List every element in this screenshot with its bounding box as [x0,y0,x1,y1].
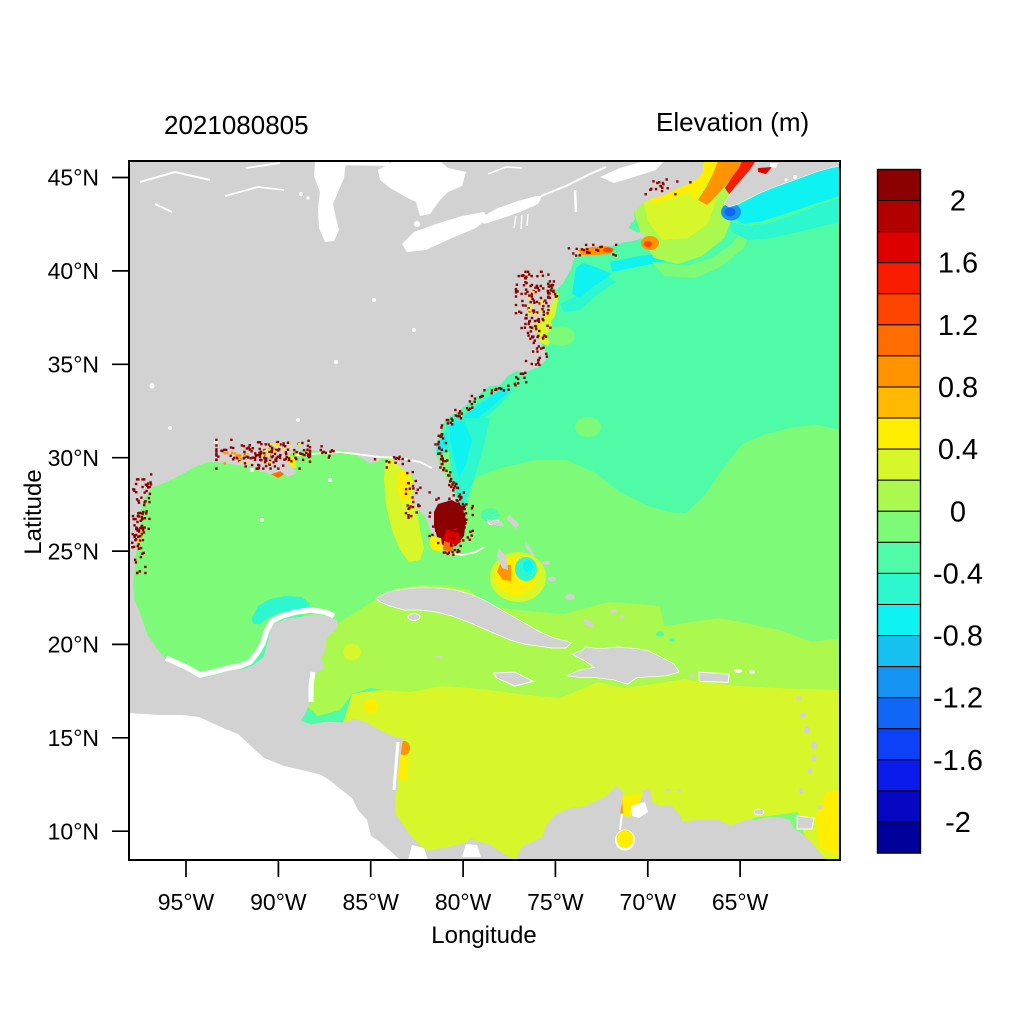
svg-text:25°N: 25°N [48,538,99,564]
svg-text:1.2: 1.2 [938,310,978,342]
svg-text:-1.6: -1.6 [933,745,983,777]
svg-text:-0.8: -0.8 [933,621,983,653]
svg-text:65°W: 65°W [712,889,769,915]
svg-text:Elevation (m): Elevation (m) [656,107,809,137]
svg-text:30°N: 30°N [48,445,99,471]
svg-text:Longitude: Longitude [431,922,536,949]
svg-text:0.4: 0.4 [938,434,978,466]
svg-text:15°N: 15°N [48,725,99,751]
svg-text:10°N: 10°N [48,818,99,844]
svg-text:40°N: 40°N [48,258,99,284]
svg-text:20°N: 20°N [48,632,99,658]
svg-text:-1.2: -1.2 [933,683,983,715]
svg-text:2: 2 [950,186,966,218]
svg-text:Latitude: Latitude [20,469,47,554]
svg-text:95°W: 95°W [158,889,215,915]
svg-text:0: 0 [950,496,966,528]
svg-text:80°W: 80°W [435,889,492,915]
svg-text:0.8: 0.8 [938,372,978,404]
svg-text:35°N: 35°N [48,352,99,378]
svg-text:85°W: 85°W [342,889,399,915]
svg-text:70°W: 70°W [620,889,677,915]
svg-text:1.6: 1.6 [938,248,978,280]
svg-text:-0.4: -0.4 [933,558,983,590]
svg-text:75°W: 75°W [527,889,584,915]
svg-text:2021080805: 2021080805 [164,110,309,140]
svg-text:90°W: 90°W [250,889,307,915]
svg-text:-2: -2 [945,807,971,839]
svg-text:45°N: 45°N [48,165,99,191]
